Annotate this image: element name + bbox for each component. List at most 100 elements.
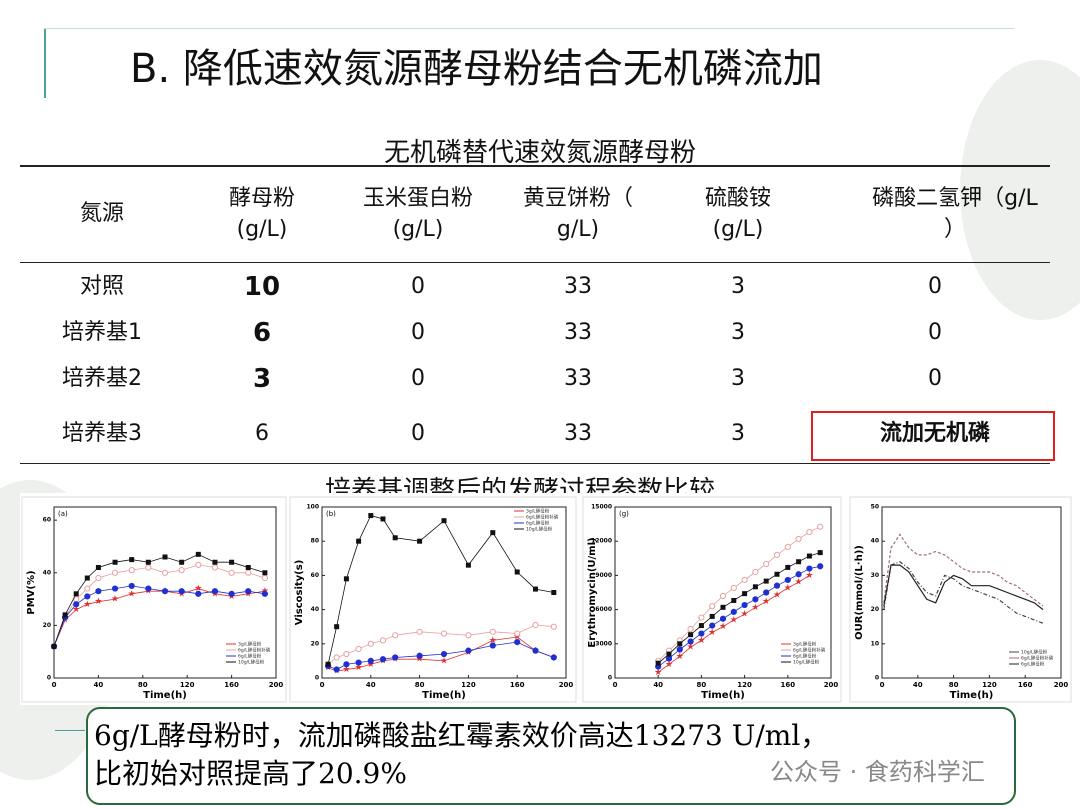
header-cell: g/L) [556, 217, 600, 242]
table-cell: 流加无机磷 [879, 421, 990, 446]
marker [817, 550, 823, 556]
bg-leaf [960, 60, 1080, 320]
legend-label: 6g/L酵母粉补磷 [238, 647, 271, 654]
marker [379, 656, 387, 663]
marker: ★ [697, 636, 705, 646]
marker [73, 591, 79, 597]
marker [380, 516, 386, 522]
marker [440, 650, 448, 658]
x-tick-label: 160 [224, 681, 239, 689]
y-tick-label: 20 [871, 606, 879, 613]
marker [392, 632, 399, 639]
x-tick-label: 120 [461, 681, 476, 689]
legend-label: 6g/L酵母粉 [526, 520, 550, 527]
y-axis-label: OUR(mmol/(L·h)) [854, 545, 865, 640]
marker [773, 551, 781, 558]
marker [195, 590, 202, 597]
table-cell: 培养基2 [62, 366, 142, 391]
marker [532, 621, 539, 629]
marker: ★ [676, 652, 684, 662]
marker [211, 564, 219, 571]
header-cell: (g/L) [392, 217, 444, 242]
marker [532, 647, 539, 654]
marker [368, 513, 374, 519]
marker [145, 559, 151, 565]
series-line [657, 552, 821, 664]
marker [795, 535, 802, 543]
table-cell: 0 [411, 274, 425, 299]
marker: ★ [83, 600, 91, 610]
marker [688, 632, 694, 638]
x-tick-label: 0 [880, 681, 885, 689]
marker: ★ [94, 597, 102, 607]
marker [84, 585, 91, 592]
marker [551, 590, 557, 595]
marker: ★ [795, 578, 803, 588]
marker [355, 645, 362, 653]
marker [343, 661, 350, 668]
y-tick-label: 9000 [595, 572, 612, 579]
marker [392, 654, 399, 661]
legend-label: 3g/L酵母粉 [526, 508, 550, 515]
marker [343, 576, 349, 582]
marker [489, 628, 496, 635]
marker [333, 654, 340, 661]
marker: ★ [178, 589, 186, 599]
header-cell: 硫酸铵 [704, 186, 771, 211]
table-cell: 0 [411, 421, 425, 446]
marker [111, 585, 119, 592]
marker [784, 576, 791, 584]
x-axis-label: Time(h) [422, 690, 466, 701]
y-tick-label: 40 [43, 569, 51, 576]
header-cell: 酵母粉 [228, 186, 295, 211]
y-axis-label: Viscosity(s) [294, 560, 305, 626]
marker: ★ [342, 665, 350, 675]
y-tick-label: 0 [315, 675, 319, 682]
title-line [44, 28, 1014, 29]
marker [774, 571, 780, 577]
table-cell: 0 [928, 274, 942, 299]
table-cell: 0 [928, 366, 942, 391]
marker [550, 654, 557, 661]
marker [742, 591, 748, 597]
table-cell: 6 [255, 421, 269, 446]
table-cell: 33 [564, 366, 592, 391]
marker [416, 628, 423, 635]
marker [489, 642, 496, 649]
marker: ★ [367, 660, 375, 670]
marker: ★ [194, 584, 202, 594]
series-line [657, 565, 821, 667]
marker: ★ [144, 587, 152, 597]
marker [666, 651, 672, 657]
table-cell: 培养基1 [62, 320, 142, 345]
marker [533, 586, 538, 592]
plot-frame [53, 506, 277, 679]
marker [720, 604, 726, 610]
x-axis-label: Time(h) [950, 690, 994, 701]
marker [367, 657, 374, 665]
marker: ★ [751, 603, 759, 613]
legend-label: 3g/L酵母粉 [793, 641, 817, 648]
marker [763, 589, 770, 596]
marker: ★ [730, 615, 738, 625]
marker [719, 592, 727, 600]
marker: ★ [416, 655, 424, 665]
marker: ★ [654, 668, 662, 678]
legend-label: 10g/L酵母粉 [526, 526, 553, 533]
y-tick-label: 100 [306, 504, 319, 511]
y-tick-label: 50 [871, 504, 879, 511]
chart-frame [582, 496, 842, 703]
marker [211, 588, 219, 595]
y-axis-label: Erythromycin(U/ml) [587, 537, 598, 647]
marker [161, 588, 169, 595]
x-tick-label: 120 [982, 681, 997, 689]
marker [356, 538, 362, 544]
marker [806, 565, 813, 572]
x-axis-label: Time(h) [143, 690, 187, 701]
marker [698, 614, 705, 621]
y-tick-label: 60 [43, 517, 51, 524]
plot-frame [321, 506, 567, 679]
marker: ★ [805, 571, 813, 581]
y-tick-label: 0 [875, 675, 879, 682]
